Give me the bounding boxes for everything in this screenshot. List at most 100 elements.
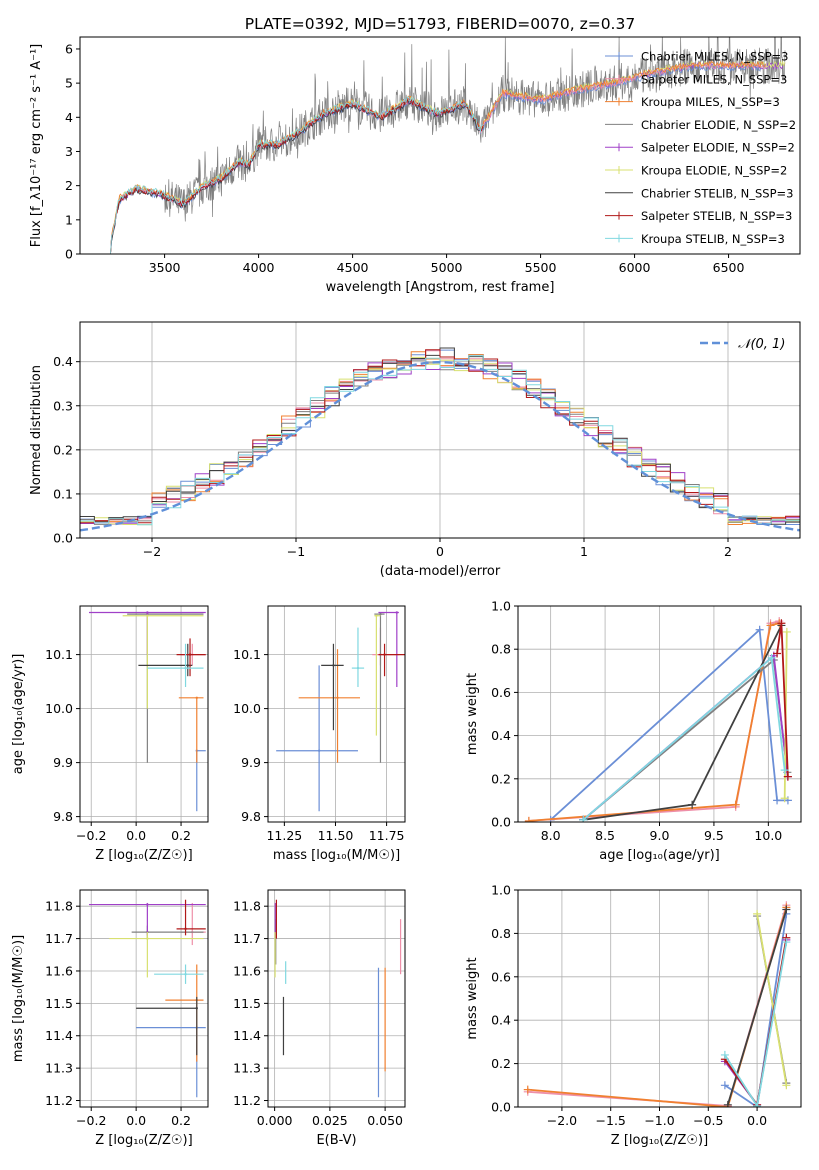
- data-point: [146, 611, 149, 614]
- y-tick-label: 0.2: [491, 771, 511, 786]
- x-tick-label: 0.050: [367, 1113, 403, 1128]
- plot-area: [523, 901, 791, 1107]
- weight-marker: [782, 627, 791, 636]
- y-axis-label: mass weight: [465, 957, 480, 1039]
- data-point: [186, 664, 189, 667]
- y-tick-label: 0.6: [491, 685, 511, 700]
- x-tick-label: 6500: [713, 260, 745, 275]
- panel-age-vs-mass: 11.25 11.50 11.75 9.8 9.9 10.0 10.1 mass [log₁₀…: [233, 605, 406, 863]
- weight-line-7: [724, 937, 788, 1107]
- axes-frame: [267, 889, 406, 1108]
- weight-marker: [777, 619, 786, 628]
- x-axis-label: age [log₁₀(age/yr)]: [599, 848, 720, 863]
- weight-marker: [766, 621, 775, 630]
- plot-area: [524, 617, 792, 822]
- y-tick-label: 1.0: [491, 883, 511, 898]
- x-axis-label: (data-model)/error: [380, 564, 501, 579]
- weight-marker: [780, 794, 789, 803]
- x-tick-label: 3500: [149, 260, 181, 275]
- weight-marker: [523, 1085, 532, 1094]
- legend-label: Salpeter STELIB, N_SSP=3: [641, 209, 792, 223]
- x-tick-label: −2.0: [547, 1113, 577, 1128]
- x-tick-label: 11.50: [318, 828, 354, 843]
- y-tick-label: 0.3: [53, 398, 73, 413]
- y-tick-label: 0.2: [53, 442, 73, 457]
- spectrum-line-4: [108, 61, 786, 254]
- histogram-7: [80, 349, 800, 524]
- y-axis-label: mass weight: [465, 673, 480, 755]
- histogram-4: [80, 358, 800, 525]
- x-tick-label: 0.000: [257, 1113, 293, 1128]
- weight-line-6: [726, 909, 788, 1106]
- data-point: [195, 1007, 198, 1010]
- legend-label: Chabrier MILES, N_SSP=3: [641, 50, 788, 64]
- y-tick-label: 0.1: [53, 486, 73, 501]
- y-tick-label: 0.4: [491, 1013, 511, 1028]
- x-tick-label: −0.2: [76, 1113, 106, 1128]
- x-tick-label: 0.0: [747, 1113, 767, 1128]
- x-axis-label: mass [log₁₀(M/M☉)]: [273, 848, 400, 863]
- panel-massweight-vs-age: 8.0 8.5 9.0 9.5 10.0 0.0 0.2 0.4 0.6 0.8 1.0 age [l…: [465, 599, 802, 863]
- axes-frame: [267, 605, 406, 823]
- spectrum-line-5: [108, 59, 786, 254]
- data-point: [317, 749, 321, 752]
- y-tick-label: 0.8: [491, 926, 511, 941]
- x-tick-label: 9.5: [704, 828, 724, 843]
- weight-line-5: [756, 913, 788, 1086]
- weight-marker: [753, 1101, 762, 1107]
- x-tick-label: −2: [143, 544, 161, 559]
- normal-curve: [80, 360, 800, 532]
- y-tick-label: 11.8: [45, 899, 73, 914]
- y-tick-label: 11.3: [45, 1061, 73, 1076]
- legend-label: Salpeter ELODIE, N_SSP=2: [641, 141, 795, 155]
- y-tick-label: 11.5: [233, 996, 261, 1011]
- legend-label: 𝒩(0, 1): [738, 337, 785, 352]
- y-axis-label: age [log₁₀(age/yr)]: [11, 654, 26, 775]
- y-tick-label: 0.8: [491, 642, 511, 657]
- y-tick-label: 0.2: [491, 1056, 511, 1071]
- y-tick-label: 0.0: [491, 815, 511, 830]
- weight-marker: [720, 1081, 729, 1090]
- x-tick-label: 5000: [431, 260, 463, 275]
- panel-age-vs-Z: −0.2 0.0 0.2 9.8 9.9 10.0 10.1 Z [log₁₀(Z/Z☉)] a…: [11, 605, 209, 863]
- y-axis-label: mass [log₁₀(M/M☉)]: [11, 935, 26, 1062]
- weight-line-0: [724, 913, 788, 1107]
- panel-residuals: −2 −1 0 1 2 0.0 0.1 0.2 0.3 0.4 (data-model)/error…: [29, 321, 801, 579]
- y-tick-label: 1.0: [491, 599, 511, 614]
- x-tick-label: 5500: [525, 260, 557, 275]
- x-tick-label: −1.0: [644, 1113, 674, 1128]
- x-tick-label: 4500: [337, 260, 369, 275]
- x-tick-label: −0.2: [76, 828, 106, 843]
- y-tick-label: 9.8: [53, 809, 73, 824]
- spectrum-line-0: [108, 63, 767, 254]
- spectrum-line-3: [108, 37, 786, 254]
- legend-label: Salpeter MILES, N_SSP=3: [641, 72, 787, 86]
- x-tick-label: −1: [287, 544, 305, 559]
- y-tick-label: 11.6: [233, 963, 261, 978]
- x-tick-label: 8.0: [541, 828, 561, 843]
- x-tick-label: 1: [580, 544, 588, 559]
- x-tick-label: 0.0: [126, 828, 146, 843]
- data-point: [184, 973, 187, 976]
- x-tick-label: 11.75: [369, 828, 405, 843]
- y-tick-label: 2: [65, 178, 73, 193]
- x-axis-label: Z [log₁₀(Z/Z☉)]: [95, 848, 192, 863]
- data-point: [146, 614, 149, 617]
- legend-label: Chabrier ELODIE, N_SSP=2: [641, 118, 796, 132]
- data-point: [336, 696, 339, 699]
- weight-line-1: [528, 620, 780, 822]
- legend-label: Kroupa ELODIE, N_SSP=2: [641, 164, 787, 178]
- x-axis-label: wavelength [Angstrom, rest frame]: [326, 280, 555, 295]
- data-point: [184, 927, 187, 931]
- panel-mass-vs-EBV: 0.000 0.025 0.050 11.2 11.3 11.4 11.5 11.6 11.7 1…: [233, 889, 406, 1148]
- data-point: [375, 614, 378, 617]
- y-tick-label: 11.5: [45, 996, 73, 1011]
- weight-marker: [773, 796, 782, 805]
- axes-frame: [79, 605, 209, 823]
- plot-area: [274, 899, 402, 1098]
- weight-marker: [753, 909, 762, 918]
- data-point: [184, 666, 187, 670]
- y-tick-label: 0.0: [491, 1100, 511, 1115]
- y-tick-label: 3: [65, 144, 73, 159]
- axes-frame: [79, 36, 801, 255]
